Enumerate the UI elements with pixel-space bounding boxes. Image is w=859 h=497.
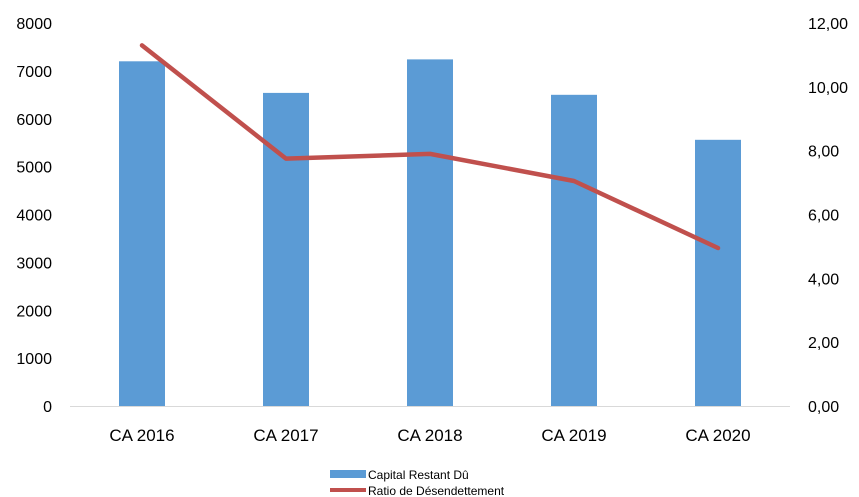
right-tick-label: 12,00: [808, 16, 848, 33]
right-tick-label: 10,00: [808, 80, 848, 97]
category-label: CA 2019: [541, 426, 606, 445]
line-series: [139, 43, 721, 251]
legend-swatch-bar: [330, 470, 366, 478]
right-tick-label: 2,00: [808, 335, 839, 352]
legend: Capital Restant Dû Ratio de Désendettemen…: [330, 468, 505, 497]
left-tick-label: 2000: [16, 303, 52, 320]
right-axis-ticks: 0,00 2,00 4,00 6,00 8,00 10,00 12,00: [808, 16, 848, 416]
right-tick-label: 4,00: [808, 271, 839, 288]
category-label: CA 2016: [109, 426, 174, 445]
bar: [695, 139, 741, 406]
bar: [119, 61, 165, 407]
bar: [263, 92, 309, 407]
left-tick-label: 8000: [16, 16, 52, 33]
left-tick-label: 3000: [16, 255, 52, 272]
bar: [407, 59, 453, 406]
category-labels: CA 2016 CA 2017 CA 2018 CA 2019 CA 2020: [109, 426, 750, 445]
left-tick-label: 4000: [16, 208, 52, 225]
left-tick-label: 0: [43, 399, 52, 416]
left-tick-label: 5000: [16, 160, 52, 177]
category-label: CA 2017: [253, 426, 318, 445]
bar: [551, 94, 597, 406]
category-label: CA 2018: [397, 426, 462, 445]
left-tick-label: 1000: [16, 351, 52, 368]
right-tick-label: 8,00: [808, 144, 839, 161]
right-tick-label: 0,00: [808, 399, 839, 416]
left-axis-ticks: 0 1000 2000 3000 4000 5000 6000 7000 8000: [16, 16, 52, 416]
legend-label-bar: Capital Restant Dû: [368, 468, 469, 482]
bar-series: [119, 59, 741, 407]
left-tick-label: 6000: [16, 112, 52, 129]
right-tick-label: 6,00: [808, 208, 839, 225]
left-tick-label: 7000: [16, 64, 52, 81]
legend-label-line: Ratio de Désendettement: [368, 484, 505, 497]
category-label: CA 2020: [685, 426, 750, 445]
